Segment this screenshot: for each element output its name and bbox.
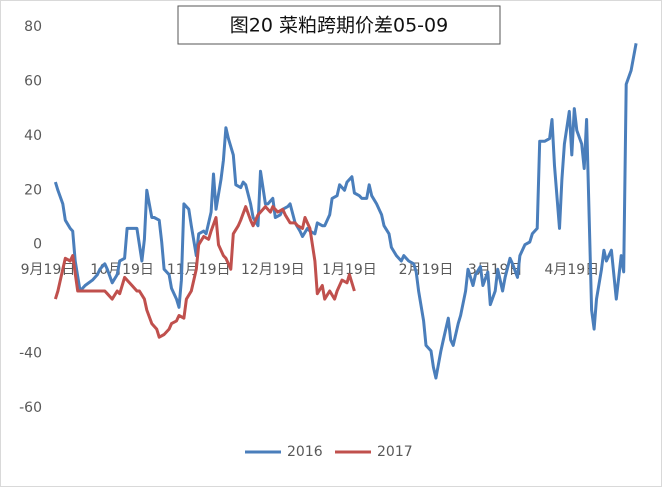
x-tick-label: 4月19日	[544, 262, 599, 278]
legend-label: 2016	[287, 444, 323, 460]
x-tick-label: 12月19日	[241, 262, 305, 278]
x-tick-label: 2月19日	[399, 262, 454, 278]
y-tick-label: 80	[24, 19, 42, 35]
legend-label: 2017	[377, 444, 413, 460]
x-tick-label: 11月19日	[167, 262, 231, 278]
y-tick-label: 20	[24, 182, 42, 198]
y-tick-label: -60	[19, 400, 42, 416]
y-tick-label: 0	[33, 237, 42, 253]
title-box	[177, 5, 501, 45]
y-tick-label: -40	[19, 346, 42, 362]
series-line	[53, 43, 638, 380]
x-tick-label: 1月19日	[322, 262, 377, 278]
y-tick-label: 60	[24, 73, 42, 89]
x-tick-label: 9月19日	[21, 262, 76, 278]
series-line	[53, 205, 356, 339]
y-tick-label: 40	[24, 128, 42, 144]
chart-title: 图20 菜粕跨期价差05-09	[230, 15, 448, 37]
